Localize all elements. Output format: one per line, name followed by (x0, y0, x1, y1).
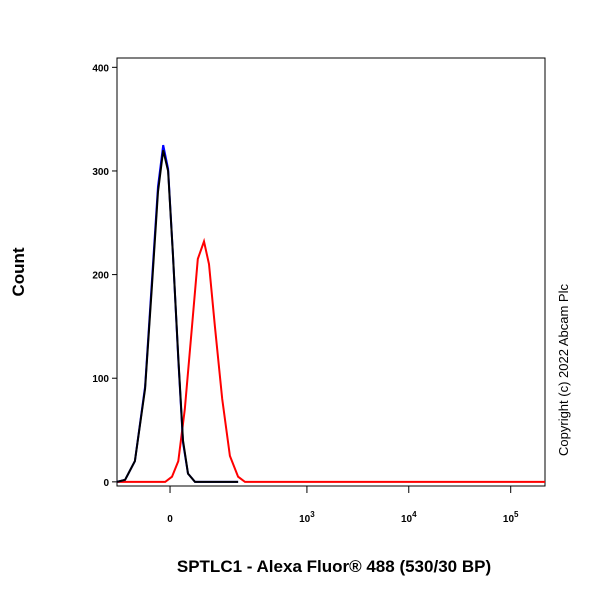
histogram-line (117, 237, 545, 483)
x-tick-base: 10 (299, 514, 311, 525)
x-tick-label: 0 (167, 514, 173, 525)
x-tick-exponent: 5 (514, 510, 519, 519)
x-tick-exponent: 4 (412, 510, 417, 519)
x-tick-label: 104 (401, 510, 417, 525)
x-tick-label: 103 (299, 510, 315, 525)
x-tick-base: 10 (401, 514, 413, 525)
x-tick-base: 10 (503, 514, 515, 525)
y-tick-label: 0 (103, 478, 109, 489)
y-axis-title: Count (9, 247, 28, 296)
x-tick-label: 105 (503, 510, 519, 525)
y-tick-label: 300 (92, 167, 109, 178)
histogram-line (116, 149, 239, 483)
x-axis-title: SPTLC1 - Alexa Fluor® 488 (530/30 BP) (177, 557, 491, 576)
y-tick-label: 200 (92, 271, 109, 282)
copyright: Copyright (c) 2022 Abcam Plc (556, 284, 571, 456)
y-tick-label: 400 (92, 63, 109, 74)
histogram-line (116, 144, 239, 483)
x-tick-exponent: 3 (310, 510, 315, 519)
plot-frame (116, 57, 546, 487)
y-tick-label: 100 (92, 374, 109, 385)
